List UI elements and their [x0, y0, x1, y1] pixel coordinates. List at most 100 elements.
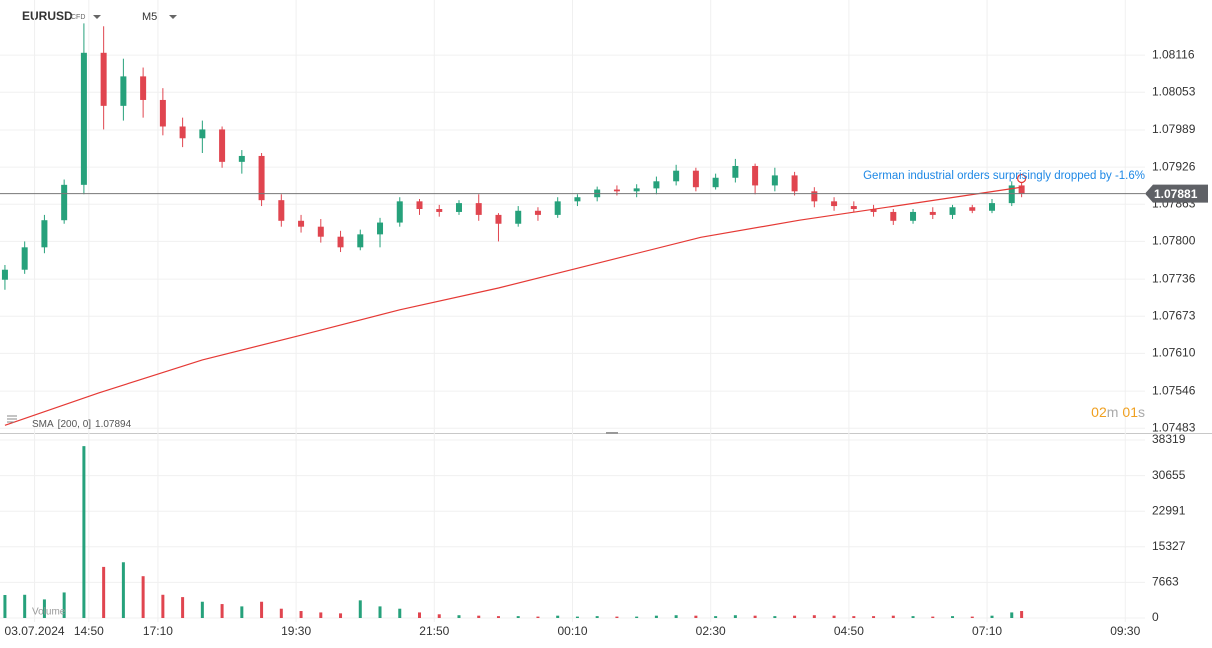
candle-body [377, 222, 384, 235]
candle-body [712, 177, 719, 188]
volume-bar [477, 615, 481, 618]
y-tick-label: 1.07673 [1152, 308, 1196, 322]
volume-bar [891, 615, 895, 618]
candle-body [732, 165, 739, 178]
y-tick-label: 1.07610 [1152, 346, 1196, 360]
countdown-minutes: 02 [1091, 404, 1107, 420]
candle-body [633, 188, 640, 192]
volume-bar [674, 615, 678, 618]
volume-bar [181, 597, 185, 618]
volume-bar [339, 613, 343, 618]
symbol-dropdown[interactable] [93, 15, 101, 19]
volume-legend: Volume [32, 607, 66, 618]
y-tick-label: 1.07989 [1152, 122, 1196, 136]
candle-body [80, 52, 87, 185]
volume-bar [694, 615, 698, 618]
volume-bar [733, 615, 737, 618]
y-tick-label: 7663 [1152, 575, 1179, 589]
volume-bar [220, 604, 224, 618]
volume-bar [536, 616, 540, 618]
y-tick-label: 22991 [1152, 503, 1186, 517]
volume-bar [378, 606, 382, 618]
volume-bar [496, 616, 500, 618]
candle-body [554, 201, 561, 215]
volume-bar [102, 566, 106, 618]
x-tick-label: 07:10 [972, 624, 1002, 638]
candle-body [317, 226, 324, 237]
candle-body [752, 165, 759, 186]
volume-bar [161, 594, 165, 618]
y-tick-label: 0 [1152, 610, 1159, 624]
instrument-type: CFD [71, 14, 85, 21]
volume-bar [279, 608, 283, 618]
candle-body [870, 209, 877, 212]
candle-body [989, 203, 996, 211]
candle-body [337, 236, 344, 248]
candle-body [929, 211, 936, 215]
candle-body [1008, 185, 1015, 204]
x-tick-label: 21:50 [419, 624, 449, 638]
volume-bar [319, 612, 323, 618]
candle-body [949, 207, 956, 215]
candle-body [258, 155, 265, 201]
candle-body [396, 201, 403, 223]
volume-bar [358, 600, 362, 618]
candle-body [910, 211, 917, 221]
volume-bar [1020, 611, 1024, 618]
candle-body [574, 197, 581, 202]
y-tick-label: 30655 [1152, 468, 1186, 482]
volume-bar [260, 601, 264, 618]
volume-bar [832, 615, 836, 618]
volume-bar [3, 595, 7, 618]
candle-body [534, 210, 541, 215]
countdown-seconds: 01 [1122, 404, 1138, 420]
volume-bar [418, 612, 422, 618]
price-tag-label: 1.07881 [1154, 187, 1198, 201]
candle-body [179, 126, 186, 139]
candle-body [298, 220, 305, 227]
volume-bar [931, 616, 935, 618]
volume-bar [911, 616, 915, 618]
volume-bar [62, 592, 66, 618]
sma-legend-params: [200, 0] [58, 419, 92, 430]
volume-bar [812, 615, 816, 618]
volume-bar [42, 599, 46, 618]
pane-handle[interactable] [606, 432, 618, 434]
candle-body [436, 209, 443, 212]
volume-bar [457, 615, 461, 618]
x-tick-label: 03.07.2024 [5, 624, 65, 638]
sma-legend-label: SMA [32, 419, 54, 430]
volume-bar [773, 616, 777, 618]
y-tick-label: 38319 [1152, 432, 1186, 446]
candle-body [1, 269, 8, 280]
candle-body [515, 210, 522, 224]
candle-body [969, 207, 976, 211]
y-tick-label: 1.07546 [1152, 383, 1196, 397]
candle-body [41, 220, 48, 248]
timeframe-dropdown[interactable] [169, 15, 177, 19]
volume-bar [990, 615, 994, 618]
candle-body [159, 99, 166, 127]
sma-legend-last-value: 1.07894 [95, 419, 132, 430]
candle-body [455, 203, 462, 212]
timeframe[interactable]: M5 [142, 11, 157, 23]
event-marker [1017, 173, 1027, 184]
volume-bar [299, 611, 303, 618]
x-tick-label: 02:30 [696, 624, 726, 638]
indicator-icon [7, 415, 17, 423]
symbol[interactable]: EURUSD [22, 9, 73, 23]
volume-bar [1010, 612, 1014, 618]
x-tick-label: 09:30 [1110, 624, 1140, 638]
y-tick-label: 1.07800 [1152, 234, 1196, 248]
volume-bar [654, 615, 658, 618]
candle-body [673, 170, 680, 182]
volume-bar [753, 615, 757, 618]
candle-body [219, 129, 226, 162]
countdown-minutes-unit: m [1107, 404, 1119, 420]
candle-body [120, 76, 127, 106]
volume-bar [398, 608, 402, 618]
y-tick-label: 1.08053 [1152, 84, 1196, 98]
countdown: 02m 01s [1091, 404, 1145, 420]
x-tick-label: 17:10 [143, 624, 173, 638]
